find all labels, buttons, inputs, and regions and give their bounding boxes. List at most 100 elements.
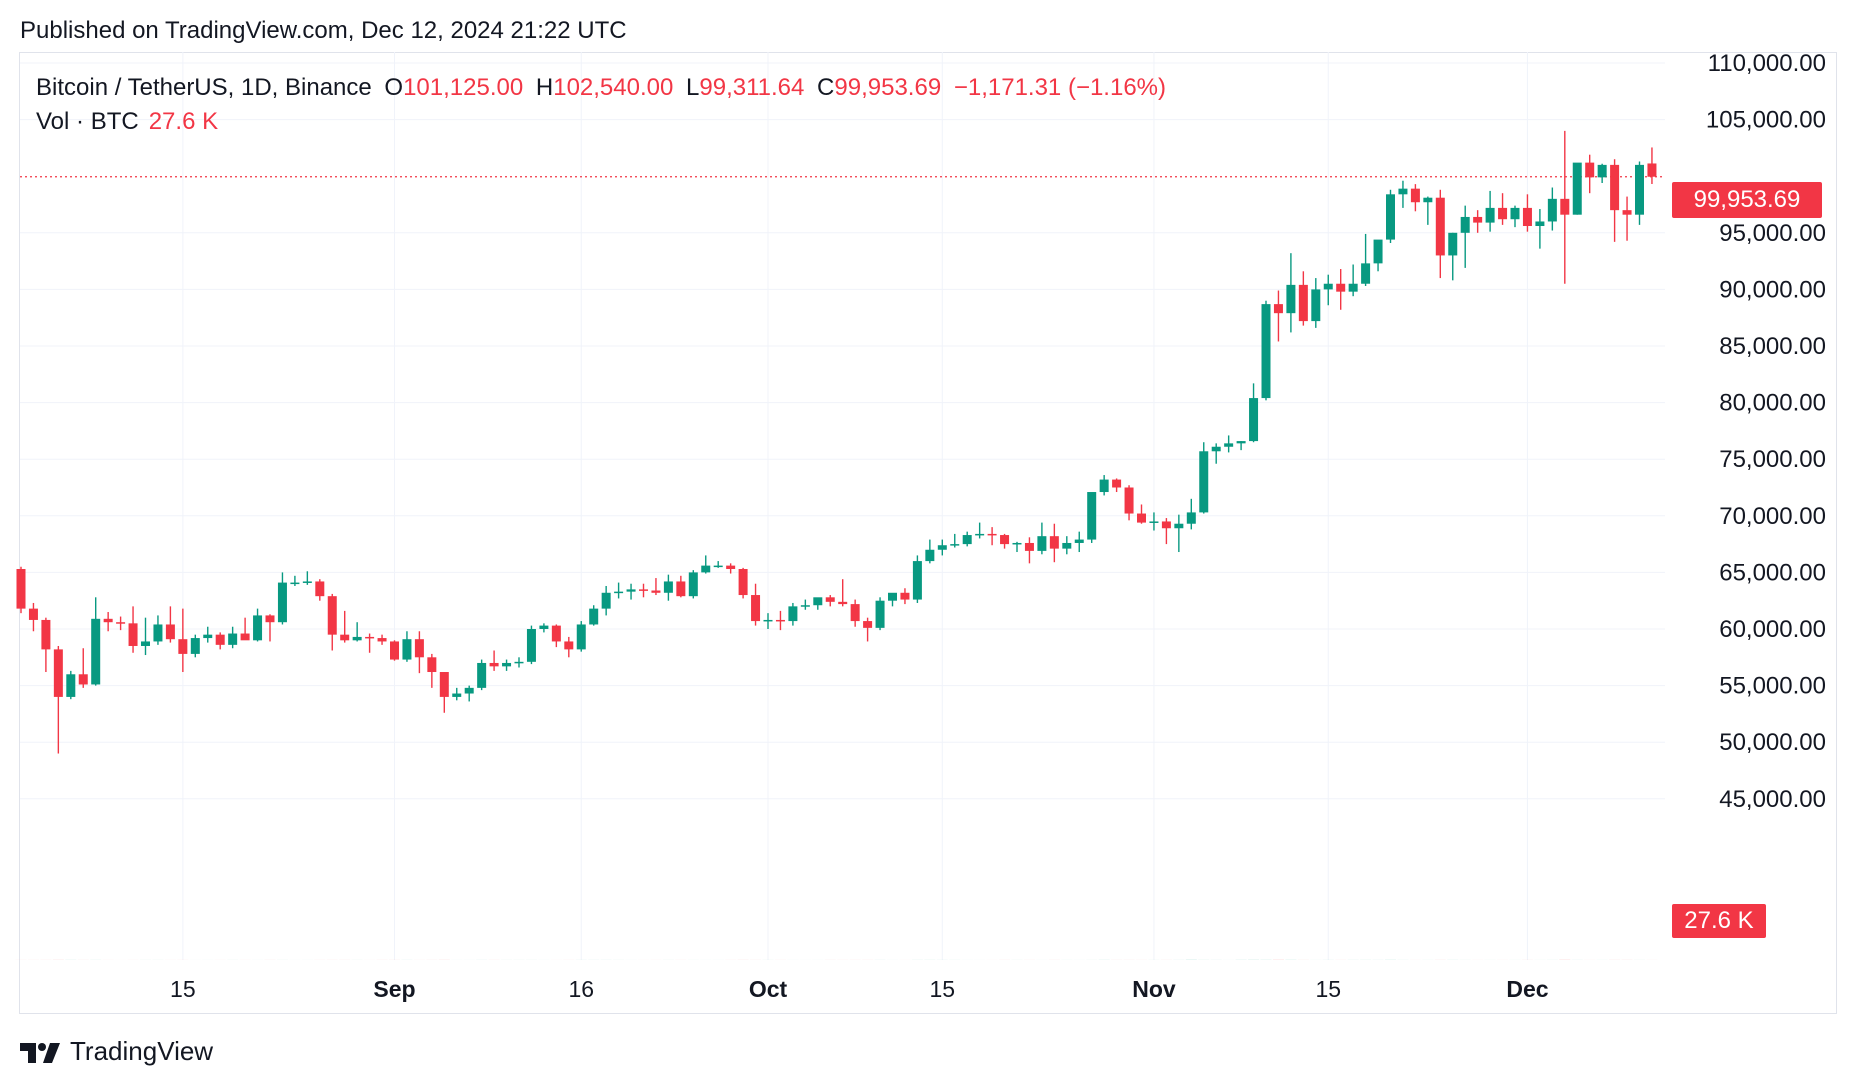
candle: [1012, 542, 1022, 545]
candle: [489, 662, 499, 667]
y-tick-label: 105,000.00: [1706, 107, 1826, 134]
candle: [340, 634, 350, 641]
symbol-title[interactable]: Bitcoin / TetherUS, 1D, Binance: [36, 74, 372, 101]
volume-title[interactable]: Vol · BTC: [36, 108, 139, 135]
candle: [551, 625, 561, 642]
candle: [41, 619, 51, 650]
candle: [240, 633, 250, 641]
candle: [1485, 207, 1495, 223]
candle: [713, 565, 723, 568]
brand-name: TradingView: [70, 1036, 214, 1066]
y-tick-label: 95,000.00: [1719, 220, 1826, 247]
candle: [1298, 284, 1308, 322]
candle: [1149, 521, 1159, 523]
candle: [91, 618, 101, 685]
candle: [1348, 283, 1358, 292]
high-value: H102,540.00: [535, 74, 674, 101]
candle: [1186, 512, 1196, 524]
candle: [452, 693, 462, 697]
x-tick-label: Nov: [1132, 976, 1176, 1002]
y-tick-label: 55,000.00: [1719, 673, 1826, 700]
x-tick-label: 15: [930, 976, 956, 1002]
candle: [1610, 164, 1620, 211]
candle: [116, 622, 126, 624]
candle: [277, 582, 287, 623]
candle: [1124, 487, 1134, 514]
candle: [701, 565, 711, 573]
y-tick-label: 90,000.00: [1719, 276, 1826, 303]
candle: [16, 569, 26, 609]
candle: [1174, 523, 1184, 529]
candle: [1037, 536, 1047, 551]
x-tick-label: 15: [170, 976, 196, 1002]
candle: [390, 641, 399, 660]
candle: [464, 687, 474, 694]
candle: [539, 625, 549, 629]
chart-panel[interactable]: [19, 52, 1837, 1014]
candle: [514, 661, 524, 664]
candle: [850, 604, 860, 622]
candle: [1286, 284, 1296, 314]
candle: [477, 662, 487, 688]
candle: [614, 591, 624, 594]
candle: [1585, 162, 1595, 178]
candle: [190, 638, 200, 654]
candle: [1099, 479, 1109, 493]
candle: [1597, 164, 1607, 178]
candle: [153, 624, 163, 642]
candle: [1049, 536, 1059, 549]
candle: [1498, 207, 1508, 220]
y-tick-label: 110,000.00: [1708, 50, 1826, 77]
candle: [813, 597, 823, 606]
footer-branding[interactable]: TradingView: [20, 1036, 213, 1067]
candle: [1000, 535, 1010, 545]
close-value: C99,953.69: [817, 74, 942, 101]
candle: [975, 533, 985, 536]
candle: [315, 581, 325, 597]
candle: [751, 595, 761, 622]
candle: [825, 597, 835, 602]
candle: [800, 605, 810, 607]
candle: [589, 608, 599, 625]
candle: [103, 618, 113, 623]
y-tick-label: 85,000.00: [1719, 333, 1826, 360]
candle: [253, 615, 263, 641]
y-tick-label: 70,000.00: [1719, 503, 1826, 530]
y-tick-label: 45,000.00: [1719, 786, 1826, 813]
last-price-label: 99,953.69: [1672, 182, 1822, 218]
change-value: −1,171.31 (−1.16%): [953, 74, 1166, 101]
candle: [888, 592, 897, 601]
candle: [178, 639, 188, 654]
candle: [414, 639, 424, 658]
candle: [601, 592, 611, 609]
x-tick-label: Oct: [749, 976, 788, 1002]
x-tick-label: 16: [568, 976, 594, 1002]
candle: [302, 581, 312, 583]
y-tick-label: 80,000.00: [1719, 390, 1826, 417]
candle: [925, 549, 935, 562]
candle: [165, 624, 175, 640]
candle: [1473, 216, 1483, 223]
candle: [1236, 441, 1246, 444]
candle: [576, 624, 586, 650]
candle: [1361, 263, 1371, 284]
candle: [1273, 304, 1283, 314]
candle: [228, 633, 238, 645]
candle: [1323, 283, 1333, 290]
candle: [763, 619, 773, 622]
candle: [1311, 289, 1321, 322]
candle: [66, 674, 76, 697]
candle: [1249, 398, 1259, 442]
candle: [28, 608, 38, 620]
candle: [1448, 232, 1458, 256]
y-tick-label: 50,000.00: [1719, 729, 1826, 756]
volume-value: 27.6 K: [148, 108, 219, 135]
candle: [1635, 164, 1644, 215]
candle: [1460, 216, 1470, 233]
candle: [788, 606, 798, 622]
candle: [875, 600, 885, 628]
candle: [1410, 188, 1420, 203]
candle: [1199, 451, 1209, 513]
x-tick-label: Dec: [1506, 976, 1548, 1002]
